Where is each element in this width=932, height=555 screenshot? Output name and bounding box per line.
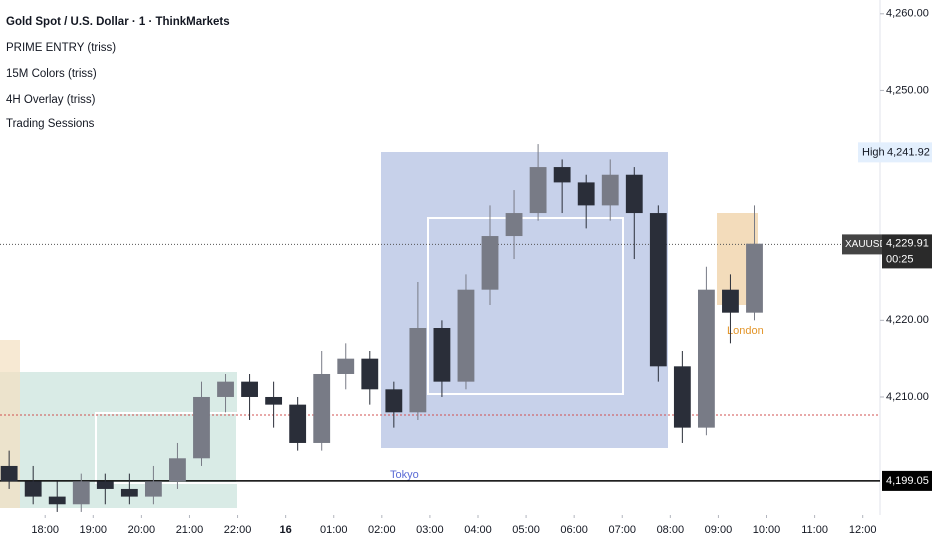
candle-body [24,481,42,497]
candle-body [0,465,18,482]
candle-body [385,389,403,413]
x-tick-label: 03:00 [416,524,444,536]
x-tick-label: 20:00 [128,524,156,536]
symbol-label: XAUUSD [845,239,887,250]
x-tick-label: 07:00 [608,524,636,536]
candle-body [144,481,162,497]
indicator-label: PRIME ENTRY (triss) [6,42,116,54]
x-tick-label: 21:00 [176,524,204,536]
high-label: High [862,146,885,158]
level-label-bg [882,470,932,491]
candle-body [577,182,595,206]
candle-body [746,243,763,313]
symbol-label-bg [842,234,882,255]
last-price-bg [882,234,932,269]
x-tick-label: 06:00 [560,524,588,536]
x-tick-label: 10:00 [753,524,781,536]
session-label: Tokyo [390,469,419,481]
indicator-label: Trading Sessions [6,118,95,130]
y-tick-label: 4,260.00 [886,8,929,20]
candle-body [313,373,331,443]
candle-body [601,174,619,206]
high-value: 4,241.92 [887,146,930,158]
last-price-label: 4,229.91 [886,237,929,249]
candle-body [337,358,355,374]
y-tick-label: 4,220.00 [886,314,929,326]
x-tick-label: 11:00 [801,524,828,536]
x-tick-label: 08:00 [657,524,685,536]
candle-body [96,481,114,489]
x-tick-label: 04:00 [464,524,492,536]
candle-body [48,496,66,505]
candle-body [505,213,523,237]
chart-title: Gold Spot / U.S. Dollar · 1 · ThinkMarke… [6,16,230,28]
high-label-bg [858,142,932,163]
candle-body [265,396,283,405]
candle-body [649,213,667,367]
x-tick-label: 12:00 [849,524,877,536]
x-tick-label: 05:00 [512,524,540,536]
candle-body [553,167,571,183]
candle-body [433,328,451,382]
x-tick-label: 01:00 [320,524,348,536]
candle-body [625,174,643,214]
candle-body [722,289,739,313]
candle-body [697,289,715,428]
y-tick-label: 4,250.00 [886,84,929,96]
y-tick-label: 4,210.00 [886,391,929,403]
candle-body [409,328,427,413]
candle-body [289,404,307,443]
x-tick-label: 16 [280,524,292,536]
level-label: 4,199.05 [886,475,929,487]
candle-body [169,458,186,482]
candle-body [217,381,234,397]
prev-session-box [0,340,20,508]
countdown-label: 00:25 [886,253,914,265]
x-tick-label: 19:00 [80,524,108,536]
candle-body [457,289,475,382]
range-box [95,412,238,484]
candle-body [241,381,258,397]
candle-body [361,358,379,390]
range-box [427,217,624,395]
x-tick-label: 18:00 [31,524,59,536]
candle-body [72,481,90,505]
candle-body [193,396,210,459]
indicator-label: 15M Colors (triss) [6,68,97,80]
x-tick-label: 22:00 [224,524,252,536]
candle-body [481,236,499,290]
candle-body [529,167,547,214]
session-label: London [727,325,764,337]
x-tick-label: 02:00 [368,524,396,536]
indicator-label: 4H Overlay (triss) [6,94,96,106]
candle-body [673,366,691,428]
x-tick-label: 09:00 [705,524,733,536]
candle-body [120,488,138,497]
